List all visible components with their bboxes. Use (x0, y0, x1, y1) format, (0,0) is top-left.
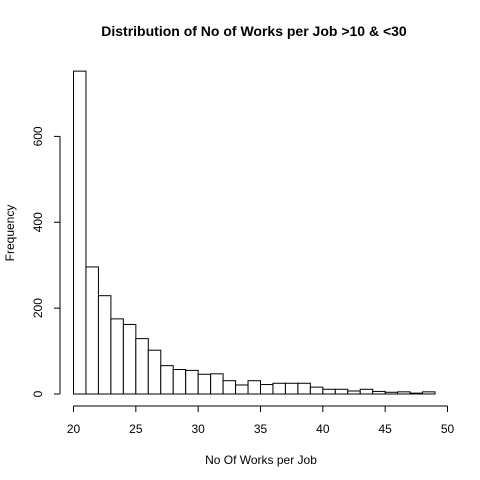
x-tick-label: 45 (378, 422, 392, 436)
x-tick-label: 40 (316, 422, 330, 436)
histogram-bar (74, 71, 86, 394)
y-tick-label: 400 (31, 212, 45, 232)
histogram-bar (273, 383, 285, 394)
histogram-bar (398, 392, 410, 394)
histogram-bar (360, 389, 372, 394)
y-axis-label: Frequency (3, 205, 17, 262)
histogram-bar (211, 374, 223, 394)
x-axis: 20 25 30 35 40 45 50 (67, 406, 455, 436)
histogram-bar (248, 381, 260, 394)
histogram-bar (86, 267, 98, 394)
x-tick-label: 30 (191, 422, 205, 436)
histogram-bar (111, 319, 123, 394)
y-tick-label: 600 (31, 126, 45, 146)
x-tick-label: 50 (441, 422, 455, 436)
x-tick-label: 35 (254, 422, 268, 436)
histogram-bar (373, 391, 385, 394)
histogram-bar (348, 391, 360, 394)
y-tick-label: 0 (31, 390, 45, 397)
histogram-bar (236, 385, 248, 394)
y-tick-label: 200 (31, 298, 45, 318)
histogram-bar (161, 366, 173, 394)
histogram-bar (123, 324, 135, 394)
histogram-bar (310, 387, 322, 394)
histogram-bar (385, 392, 397, 394)
histogram-bar (298, 383, 310, 394)
histogram-bar (98, 296, 110, 394)
histogram-bars (74, 71, 436, 394)
x-tick-label: 20 (67, 422, 81, 436)
histogram-bar (173, 370, 185, 394)
histogram-bar (285, 383, 297, 394)
histogram-bar (223, 381, 235, 394)
histogram-bar (323, 389, 335, 394)
x-axis-label: No Of Works per Job (205, 453, 317, 467)
histogram-bar (136, 339, 148, 394)
histogram-bar (148, 350, 160, 394)
histogram-bar (335, 389, 347, 394)
histogram-bar (410, 393, 422, 394)
x-tick-label: 25 (129, 422, 143, 436)
chart-title: Distribution of No of Works per Job >10 … (101, 23, 407, 39)
histogram-bar (198, 374, 210, 394)
y-axis: 0 200 400 600 (31, 126, 60, 397)
histogram-bar (261, 385, 273, 394)
histogram-bar (186, 370, 198, 394)
histogram-bar (423, 392, 435, 394)
